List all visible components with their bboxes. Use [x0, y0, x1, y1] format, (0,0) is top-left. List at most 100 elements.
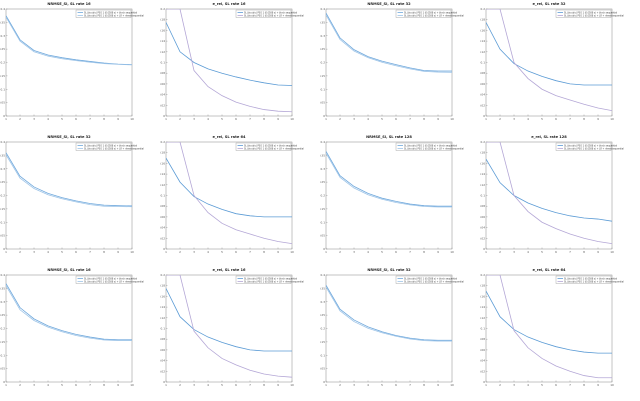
y-tick-label: 0 [323, 114, 325, 118]
x-tick-label: 9 [277, 250, 279, 254]
plot-area [165, 8, 293, 117]
series-line [326, 12, 452, 72]
x-tick-label: 8 [103, 117, 105, 121]
legend [235, 9, 292, 18]
y-tick-label: 0.05 [0, 101, 5, 105]
y-tick-label: 0.06 [160, 82, 165, 86]
x-tick-label: 9 [437, 117, 439, 121]
y-tick-label: 0.05 [320, 367, 325, 371]
x-tick-label: 8 [583, 117, 585, 121]
x-tick-label: 10 [450, 250, 454, 254]
x-tick-label: 2 [499, 383, 501, 387]
chart-panel: e_rel, SL rate 16 0.2 0.18 0.16 0.14 0.12 0.1 0… [160, 268, 304, 387]
x-tick-label: 6 [235, 250, 237, 254]
y-tick-label: 0.2 [161, 273, 166, 277]
x-tick-label: 7 [249, 117, 251, 121]
y-tick-label: 0.14 [480, 39, 485, 43]
y-tick-label: 0.1 [321, 353, 326, 357]
x-tick-label: 1 [5, 250, 7, 254]
series-line [6, 15, 132, 66]
legend-label: SL (bicubic) PSO 1 (0.0588 s) + LR + den… [404, 14, 464, 17]
y-tick-label: 0.2 [321, 194, 326, 198]
legend-label: SL (bicubic) PSO 1 (0.0588 s) + block se… [404, 11, 457, 14]
y-tick-label: 0.06 [480, 348, 485, 352]
y-tick-label: 0.12 [480, 316, 485, 320]
legend-label: SL (bicubic) PSO 1 (0.0588 s) + LR + den… [564, 280, 624, 283]
y-tick-label: 0.12 [480, 50, 485, 54]
legend [75, 9, 132, 18]
legend-label: SL (bicubic) PSO 1 (0.0588 s) + LR + den… [84, 14, 144, 17]
y-tick-label: 0.06 [480, 215, 485, 219]
series-line [166, 22, 292, 86]
x-tick-label: 7 [409, 117, 411, 121]
x-tick-label: 1 [5, 383, 7, 387]
y-tick-label: 0.16 [160, 294, 165, 298]
y-tick-label: 0.1 [161, 327, 166, 331]
y-tick-label: 0.04 [480, 226, 485, 230]
x-tick-label: 8 [583, 250, 585, 254]
x-tick-label: 10 [450, 117, 454, 121]
plot-area [5, 274, 133, 383]
y-tick-label: 0.14 [480, 305, 485, 309]
chart-panel: NRMSE_Sl, SL rate 128 0.4 0.35 0.3 0.25 0.2 0.… [320, 135, 464, 254]
plot-area [5, 141, 133, 250]
y-tick-label: 0.35 [0, 286, 5, 290]
series-line [326, 284, 452, 341]
y-tick-label: 0.12 [480, 183, 485, 187]
x-tick-label: 7 [89, 250, 91, 254]
x-tick-label: 6 [75, 383, 77, 387]
legend-label: SL (bicubic) PSO 1 (0.0588 s) + LR + den… [244, 147, 304, 150]
y-tick-label: 0.14 [160, 39, 165, 43]
series-line [6, 285, 132, 341]
x-tick-label: 5 [221, 250, 223, 254]
x-tick-label: 2 [179, 383, 181, 387]
legend [395, 9, 452, 18]
y-tick-label: 0.18 [480, 151, 485, 155]
x-tick-label: 4 [527, 250, 529, 254]
legend-label: SL (bicubic) PSO 1 (0.0588 s) + LR + den… [564, 14, 624, 17]
series-line [6, 283, 132, 341]
y-tick-label: 0 [3, 247, 5, 251]
y-tick-label: 0.15 [0, 74, 5, 78]
series-line [166, 142, 292, 245]
series-line [326, 286, 452, 342]
x-tick-label: 8 [103, 250, 105, 254]
legend-label: SL (bicubic) PSO 1 (0.0588 s) + block se… [404, 277, 457, 280]
plot-area [5, 8, 133, 117]
chart-title: NRMSE_Sl, SL rate 32 [367, 268, 411, 272]
x-tick-label: 5 [381, 383, 383, 387]
y-tick-label: 0.25 [0, 313, 5, 317]
y-tick-label: 0.08 [480, 71, 485, 75]
y-tick-label: 0.02 [480, 103, 485, 107]
y-tick-label: 0.04 [160, 226, 165, 230]
legend [235, 142, 292, 151]
x-tick-label: 8 [263, 250, 265, 254]
y-tick-label: 0.14 [160, 305, 165, 309]
y-tick-label: 0.08 [160, 204, 165, 208]
legend [555, 142, 612, 151]
x-tick-label: 9 [117, 383, 119, 387]
y-tick-label: 0.15 [0, 340, 5, 344]
y-tick-label: 0.35 [0, 153, 5, 157]
y-tick-label: 0.3 [1, 167, 6, 171]
legend [555, 275, 612, 284]
y-tick-label: 0.35 [320, 286, 325, 290]
x-tick-label: 10 [450, 383, 454, 387]
x-tick-label: 10 [290, 383, 294, 387]
y-tick-label: 0.12 [160, 50, 165, 54]
y-tick-label: 0.1 [321, 87, 326, 91]
x-tick-label: 2 [19, 117, 21, 121]
y-tick-label: 0.2 [481, 7, 486, 11]
y-tick-label: 0.02 [480, 236, 485, 240]
x-tick-label: 9 [437, 250, 439, 254]
y-tick-label: 0 [163, 380, 165, 384]
x-tick-label: 2 [179, 117, 181, 121]
legend-label: SL (bicubic) PSO 1 (0.0588 s) + block se… [564, 277, 617, 280]
x-tick-label: 3 [33, 117, 35, 121]
y-tick-label: 0.4 [1, 273, 6, 277]
y-tick-label: 0.02 [480, 369, 485, 373]
legend-label: SL (bicubic) PSO 1 (0.0588 s) + LR + den… [84, 147, 144, 150]
y-tick-label: 0.1 [161, 194, 166, 198]
chart-panel: NRMSE_Sl, SL rate 32 0.4 0.35 0.3 0.25 0.2 0.1… [320, 2, 464, 121]
